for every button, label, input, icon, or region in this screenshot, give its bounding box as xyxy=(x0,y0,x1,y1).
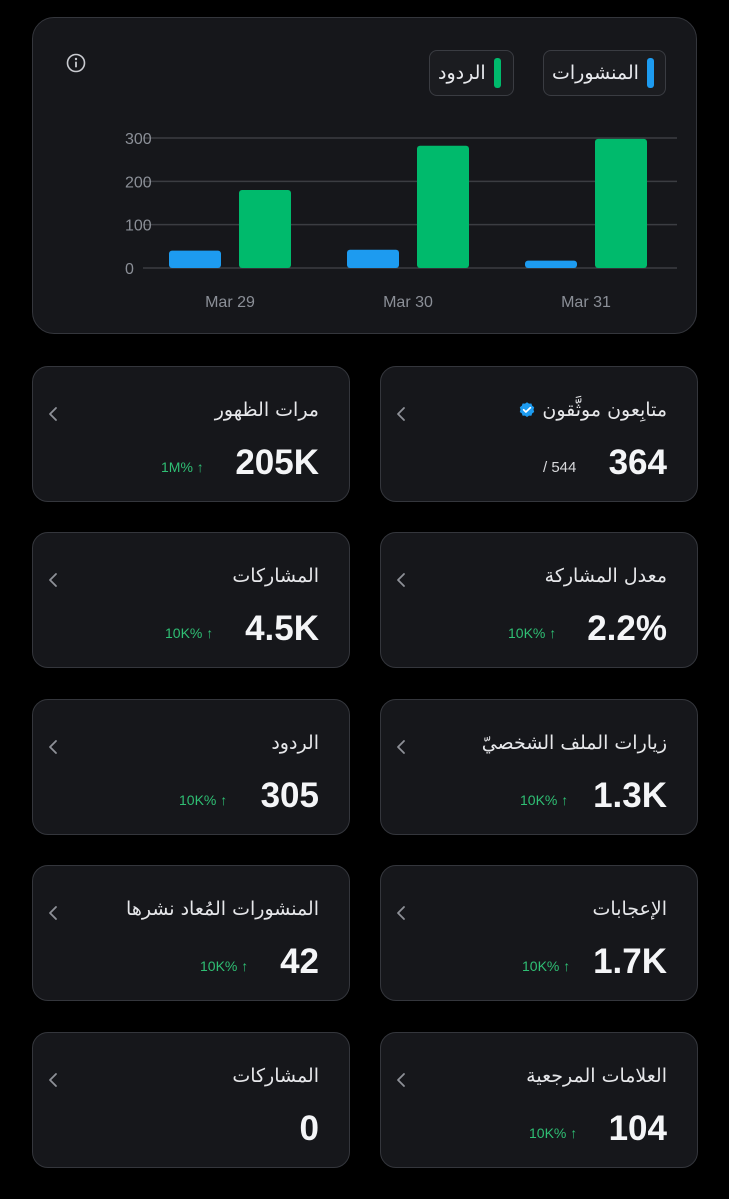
stat-card-shares[interactable]: المشاركات 0 xyxy=(32,1032,350,1168)
stat-delta: 10K% ↑ xyxy=(508,625,557,641)
stat-delta: 1M% ↑ xyxy=(161,459,204,475)
stat-value: 104 xyxy=(608,1109,667,1148)
stat-value: 2.2% xyxy=(587,609,667,648)
posts-replies-chart-card: المنشورات الردود 0 100 200 300 Mar 29 Mar 30 M… xyxy=(32,17,697,334)
stat-value: 305 xyxy=(260,776,319,815)
bar-posts[interactable] xyxy=(525,260,577,268)
legend-toggle-posts[interactable]: المنشورات xyxy=(543,50,666,96)
verified-badge-icon xyxy=(520,402,535,417)
stat-label: العلامات المرجعية xyxy=(526,1065,667,1087)
stat-delta: 10K% ↑ xyxy=(179,792,228,808)
stat-delta: 10K% ↑ xyxy=(520,792,569,808)
info-icon[interactable] xyxy=(65,52,87,74)
bar-chart: 0 100 200 300 Mar 29 Mar 30 Mar 31 xyxy=(125,131,677,311)
chevron-left-icon xyxy=(49,407,57,421)
stat-label: المشاركات xyxy=(232,565,319,587)
stat-value: 0 xyxy=(299,1109,319,1148)
posts-swatch xyxy=(646,58,654,88)
chevron-left-icon xyxy=(397,740,405,754)
bar-posts[interactable] xyxy=(347,249,399,268)
stat-label: زيارات الملف الشخصيّ xyxy=(481,732,667,754)
y-tick-label: 300 xyxy=(125,131,152,148)
bar-replies[interactable] xyxy=(239,190,291,268)
y-tick-label: 200 xyxy=(125,174,152,191)
stat-card-bookmarks[interactable]: العلامات المرجعية 104 10K% ↑ xyxy=(380,1032,698,1168)
stat-card-engagement-rate[interactable]: معدل المشاركة 2.2% 10K% ↑ xyxy=(380,532,698,668)
x-tick-label: Mar 30 xyxy=(383,294,433,311)
stat-value: 4.5K xyxy=(245,609,319,648)
stat-value: 42 xyxy=(280,942,319,981)
stat-delta: 10K% ↑ xyxy=(165,625,214,641)
legend-replies-label: الردود xyxy=(438,62,486,84)
stat-value: 1.7K xyxy=(593,942,667,981)
stat-card-profile-visits[interactable]: زيارات الملف الشخصيّ 1.3K 10K% ↑ xyxy=(380,699,698,835)
chevron-left-icon xyxy=(397,906,405,920)
chevron-left-icon xyxy=(49,573,57,587)
stat-label: مرات الظهور xyxy=(214,399,319,421)
x-tick-label: Mar 29 xyxy=(205,294,255,311)
stat-card-replies[interactable]: الردود 305 10K% ↑ xyxy=(32,699,350,835)
stat-card-engagements[interactable]: المشاركات 4.5K 10K% ↑ xyxy=(32,532,350,668)
stat-card-impressions[interactable]: مرات الظهور 205K 1M% ↑ xyxy=(32,366,350,502)
stat-card-likes[interactable]: الإعجابات 1.7K 10K% ↑ xyxy=(380,865,698,1001)
bar-replies[interactable] xyxy=(417,145,469,268)
bar-replies[interactable] xyxy=(595,138,647,268)
stat-label: الردود xyxy=(271,732,319,754)
stat-card-verified-followers[interactable]: متابِعون موثَّقون 364 / 544 xyxy=(380,366,698,502)
stat-value: 364 xyxy=(608,443,667,482)
y-tick-label: 100 xyxy=(125,218,152,235)
stat-label: المشاركات xyxy=(232,1065,319,1087)
stat-delta: 10K% ↑ xyxy=(200,958,249,974)
stat-label: الإعجابات xyxy=(592,898,667,920)
legend-posts-label: المنشورات xyxy=(552,62,639,84)
x-tick-label: Mar 31 xyxy=(561,294,611,311)
chevron-left-icon xyxy=(49,740,57,754)
stat-label: متابِعون موثَّقون xyxy=(518,399,667,421)
chevron-left-icon xyxy=(397,1073,405,1087)
stat-delta: 10K% ↑ xyxy=(522,958,571,974)
chevron-left-icon xyxy=(397,407,405,421)
stat-total: / 544 xyxy=(543,459,577,476)
stat-label: معدل المشاركة xyxy=(544,565,667,587)
chevron-left-icon xyxy=(49,1073,57,1087)
bar-posts[interactable] xyxy=(169,250,221,268)
stat-label-text: متابِعون موثَّقون xyxy=(542,399,667,421)
stat-label: المنشورات المُعاد نشرها xyxy=(126,898,319,920)
stat-value: 205K xyxy=(235,443,319,482)
y-tick-label: 0 xyxy=(125,261,134,278)
legend-toggle-replies[interactable]: الردود xyxy=(429,50,514,96)
stat-value: 1.3K xyxy=(593,776,667,815)
chevron-left-icon xyxy=(397,573,405,587)
chevron-left-icon xyxy=(49,906,57,920)
replies-swatch xyxy=(493,58,501,88)
stat-card-reposts[interactable]: المنشورات المُعاد نشرها 42 10K% ↑ xyxy=(32,865,350,1001)
stat-delta: 10K% ↑ xyxy=(529,1125,578,1141)
